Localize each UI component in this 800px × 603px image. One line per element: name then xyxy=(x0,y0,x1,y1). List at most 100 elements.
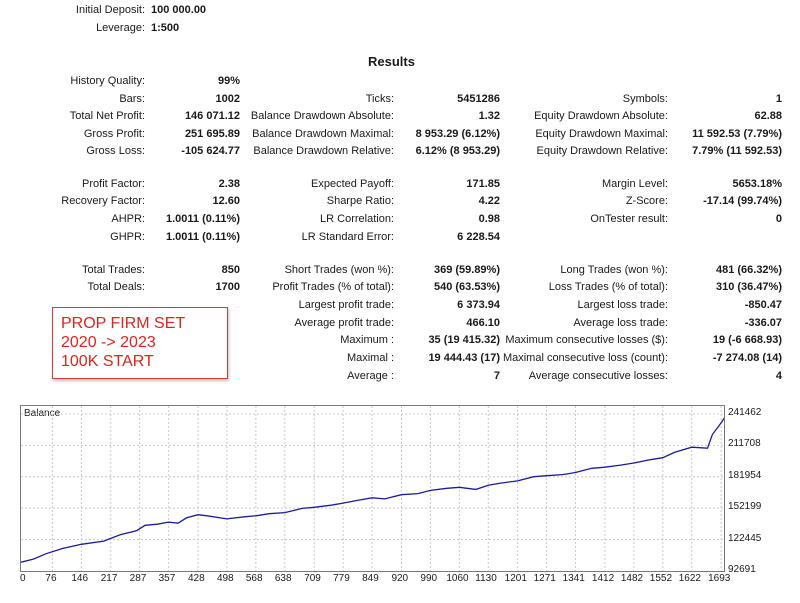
x-tick-label: 779 xyxy=(333,573,350,584)
x-tick-label: 849 xyxy=(362,573,379,584)
x-tick-label: 709 xyxy=(304,573,321,584)
stat-value: 4 xyxy=(775,370,782,382)
stat-value: 4.22 xyxy=(478,195,500,207)
annotation-note-box: PROP FIRM SET 2020 -> 2023 100K START xyxy=(52,307,228,379)
y-tick-label: 211708 xyxy=(728,438,761,450)
stat-value: 99% xyxy=(217,75,240,87)
x-tick-label: 1412 xyxy=(591,573,615,584)
stat-label: Average consecutive losses: xyxy=(528,370,668,382)
x-tick-label: 1130 xyxy=(475,573,497,584)
stat-value: 7.79% (11 592.53) xyxy=(692,145,782,157)
x-tick-label: 146 xyxy=(71,573,89,584)
stat-label: Recovery Factor: xyxy=(61,195,145,207)
x-tick-label: 638 xyxy=(274,573,292,584)
note-line: PROP FIRM SET xyxy=(61,315,186,332)
balance-line xyxy=(21,417,724,563)
stat-value: 6 228.54 xyxy=(457,231,500,243)
stat-value: 11 592.53 (7.79%) xyxy=(692,128,782,140)
x-tick-label: 1693 xyxy=(708,573,731,584)
stat-label: Z-Score: xyxy=(625,195,668,207)
x-tick-label: 1482 xyxy=(620,573,644,584)
stat-label: Balance Drawdown Maximal: xyxy=(252,128,394,140)
x-tick-label: 428 xyxy=(187,573,205,584)
stat-label: Balance Drawdown Relative: xyxy=(253,145,394,157)
x-tick-label: 0 xyxy=(20,573,26,584)
x-tick-label: 1271 xyxy=(533,573,556,584)
y-tick-label: 122445 xyxy=(728,532,762,544)
stat-label: GHPR: xyxy=(110,231,145,243)
stat-value: 7 xyxy=(493,370,500,382)
stat-value: 1002 xyxy=(215,93,240,105)
stat-value: 6.12% (8 953.29) xyxy=(415,145,500,157)
stat-value: 1700 xyxy=(215,281,240,293)
stat-value: 2.38 xyxy=(218,178,240,190)
stat-value: 35 (19 415.32) xyxy=(428,334,500,346)
x-tick-label: 498 xyxy=(216,573,234,584)
stat-label: Symbols: xyxy=(622,93,668,105)
x-tick-label: 920 xyxy=(391,573,409,584)
stat-value: -7 274.08 (14) xyxy=(712,352,782,364)
x-tick-label: 1201 xyxy=(504,573,527,584)
leverage-value: 1:500 xyxy=(151,22,180,34)
stat-value: 62.88 xyxy=(754,110,782,122)
stat-value: 19 444.43 (17) xyxy=(428,352,500,364)
stat-value: 310 (36.47%) xyxy=(715,281,782,293)
stat-label: Margin Level: xyxy=(601,178,668,190)
stat-value: -105 624.77 xyxy=(181,145,240,157)
x-tick-label: 990 xyxy=(420,573,438,584)
stat-label: OnTester result: xyxy=(590,213,668,225)
stat-label: Maximal : xyxy=(346,352,394,364)
stat-value: 1 xyxy=(775,93,782,105)
x-tick-label: 1341 xyxy=(562,573,585,584)
stat-label: Bars: xyxy=(119,93,145,105)
note-line: 100K START xyxy=(61,353,154,370)
stat-value: 0.98 xyxy=(478,213,500,225)
stat-label: Gross Loss: xyxy=(86,145,145,157)
stat-label: Profit Factor: xyxy=(82,178,145,190)
stat-label: AHPR: xyxy=(111,213,145,225)
stat-label: LR Correlation: xyxy=(320,213,394,225)
stat-label: Total Deals: xyxy=(87,281,145,293)
stat-label: Profit Trades (% of total): xyxy=(272,281,394,293)
y-tick-label: 181954 xyxy=(728,469,762,481)
stat-value: -336.07 xyxy=(744,317,782,329)
stat-value: 1.0011 (0.11%) xyxy=(165,231,240,243)
stat-label: Gross Profit: xyxy=(83,128,145,140)
stat-value: 251 695.89 xyxy=(184,128,240,140)
balance-chart-plot xyxy=(21,406,724,571)
x-tick-label: 357 xyxy=(158,573,176,584)
stat-value: -850.47 xyxy=(744,299,782,311)
stat-value: 369 (59.89%) xyxy=(433,264,500,276)
stat-label: Equity Drawdown Maximal: xyxy=(535,128,668,140)
stat-value: 850 xyxy=(221,264,240,276)
stat-value: 6 373.94 xyxy=(457,299,500,311)
stat-label: Equity Drawdown Absolute: xyxy=(534,110,668,122)
x-tick-label: 287 xyxy=(129,573,147,584)
y-tick-label: 241462 xyxy=(728,406,762,418)
y-tick-label: 92691 xyxy=(728,564,756,575)
stat-label: Maximum : xyxy=(340,334,394,346)
stat-label: Average profit trade: xyxy=(294,317,394,329)
stat-value: 1.0011 (0.11%) xyxy=(165,213,240,225)
stat-label: Maximal consecutive loss (count): xyxy=(502,352,668,364)
x-tick-label: 1622 xyxy=(678,573,701,584)
stat-value: 19 (-6 668.93) xyxy=(712,334,782,346)
stat-value: 5653.18% xyxy=(732,178,782,190)
stat-label: Balance Drawdown Absolute: xyxy=(250,110,394,122)
stat-value: 0 xyxy=(775,213,782,225)
stat-value: 466.10 xyxy=(466,317,500,329)
x-tick-label: 76 xyxy=(45,573,57,584)
stat-label: Largest profit trade: xyxy=(298,299,394,311)
stat-label: Expected Payoff: xyxy=(311,178,394,190)
stat-value: 1.32 xyxy=(478,110,500,122)
x-tick-label: 1060 xyxy=(446,573,469,584)
stat-label: Average loss trade: xyxy=(573,317,668,329)
stat-label: Largest loss trade: xyxy=(577,299,669,311)
balance-chart: Balance xyxy=(20,405,725,572)
stat-label: Short Trades (won %): xyxy=(284,264,394,276)
stat-value: -17.14 (99.74%) xyxy=(703,195,782,207)
initial-deposit-value: 100 000.00 xyxy=(151,4,207,16)
stat-value: 540 (63.53%) xyxy=(433,281,500,293)
results-title: Results xyxy=(368,54,415,69)
leverage-label: Leverage: xyxy=(96,22,145,34)
